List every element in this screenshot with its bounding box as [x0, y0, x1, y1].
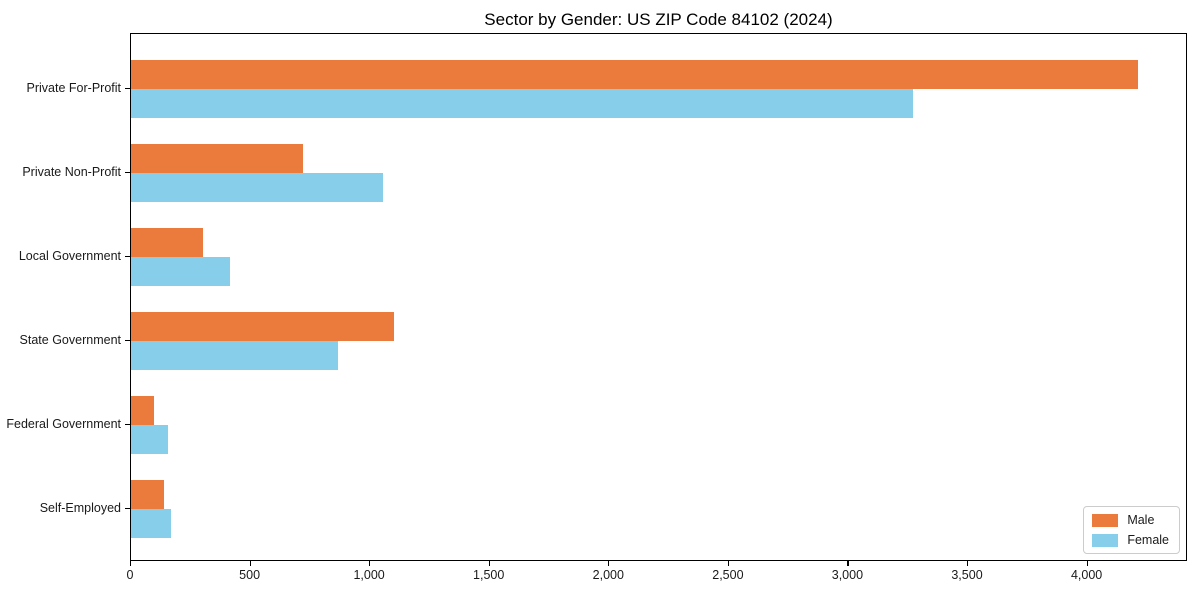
x-tick-mark [967, 561, 969, 566]
y-tick-mark [125, 507, 130, 509]
x-tick-mark [847, 561, 849, 566]
bar-male-4 [131, 312, 394, 341]
y-axis-label: Self-Employed [39, 501, 121, 515]
bar-female-4 [131, 341, 338, 370]
bar-female-6 [131, 509, 172, 538]
y-tick-mark [125, 423, 130, 425]
y-tick-mark [125, 171, 130, 173]
x-tick-label: 1,000 [353, 568, 385, 582]
x-tick-label: 2,000 [592, 568, 624, 582]
bar-male-2 [131, 144, 304, 173]
x-tick-label: 2,500 [712, 568, 744, 582]
plot-area: Male Female [130, 33, 1187, 561]
bar-male-3 [131, 228, 204, 257]
bar-male-6 [131, 480, 165, 509]
bar-female-5 [131, 425, 169, 454]
legend: Male Female [1083, 506, 1180, 554]
x-tick-mark [1086, 561, 1088, 566]
x-tick-label: 0 [126, 568, 134, 582]
x-tick-label: 500 [239, 568, 261, 582]
x-tick-mark [608, 561, 610, 566]
legend-label: Female [1127, 533, 1169, 547]
y-axis-label: Private For-Profit [26, 81, 121, 95]
bar-female-2 [131, 173, 384, 202]
x-tick-label: 4,000 [1070, 568, 1103, 582]
y-axis-label: State Government [19, 333, 121, 347]
bar-female-1 [131, 89, 913, 118]
legend-label: Male [1127, 513, 1155, 527]
legend-item-female: Female [1092, 533, 1169, 547]
bar-male-1 [131, 60, 1138, 89]
bar-male-5 [131, 396, 155, 425]
x-tick-mark [488, 561, 490, 566]
legend-swatch-female [1092, 533, 1119, 547]
x-tick-label: 1,500 [473, 568, 505, 582]
legend-item-male: Male [1092, 513, 1169, 527]
y-tick-mark [125, 339, 130, 341]
x-tick-mark [249, 561, 251, 566]
x-tick-mark [727, 561, 730, 566]
x-tick-mark [130, 561, 132, 566]
y-tick-mark [125, 255, 130, 257]
x-tick-mark [369, 561, 371, 566]
bar-female-3 [131, 257, 230, 286]
y-axis-label: Private Non-Profit [22, 165, 121, 179]
y-axis-label: Federal Government [6, 417, 121, 431]
x-tick-label: 3,000 [831, 568, 864, 582]
chart-title: Sector by Gender: US ZIP Code 84102 (202… [484, 10, 833, 29]
y-axis-label: Local Government [18, 249, 121, 263]
y-tick-mark [125, 87, 130, 89]
x-tick-label: 3,500 [951, 568, 983, 582]
legend-swatch-male [1092, 513, 1119, 527]
